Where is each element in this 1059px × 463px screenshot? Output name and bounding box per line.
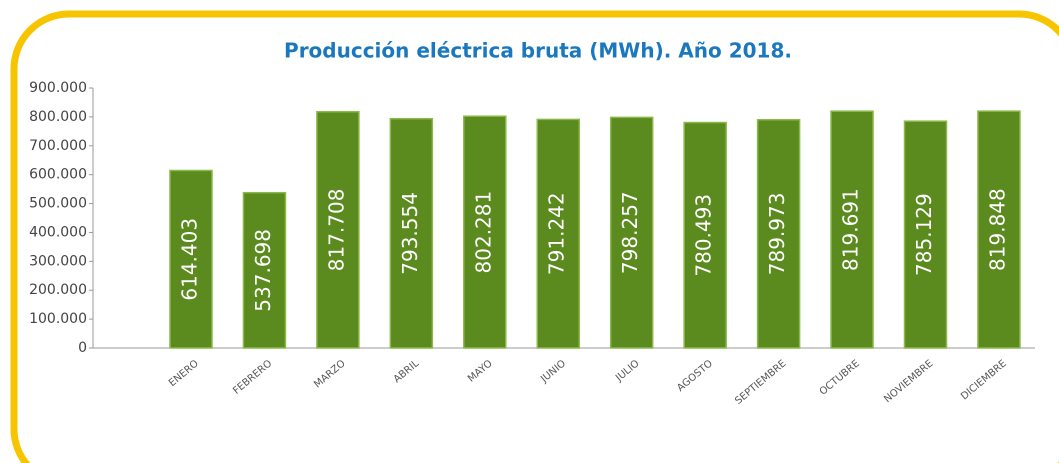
value-label: 817.708 (324, 189, 348, 272)
bar (683, 121, 727, 349)
value-label: 789.973 (765, 193, 789, 276)
value-label: 780.493 (692, 194, 716, 277)
value-label: 785.129 (912, 193, 936, 276)
bar (169, 169, 213, 349)
value-label: 819.691 (839, 188, 863, 271)
y-tick-label: 400.000 (29, 224, 87, 240)
bar (389, 118, 434, 349)
bar (463, 115, 507, 349)
y-tick-label: 200.000 (29, 282, 87, 298)
value-label: 819.848 (985, 188, 1009, 271)
value-label: 798.257 (618, 191, 642, 274)
y-tick-label: 500.000 (29, 196, 87, 212)
bar (903, 120, 948, 349)
bar (756, 119, 801, 349)
bar (242, 191, 287, 349)
y-tick-label: 800.000 (29, 109, 87, 125)
y-tick-label: 600.000 (29, 167, 87, 183)
value-label: 793.554 (398, 192, 422, 275)
y-tick-label: 300.000 (29, 253, 87, 269)
value-label: 791.242 (545, 192, 569, 275)
value-label: 537.698 (251, 229, 275, 312)
y-tick-label: 0 (78, 340, 87, 356)
value-label: 614.403 (178, 218, 202, 301)
bar (977, 110, 1021, 349)
y-tick-label: 100.000 (29, 311, 87, 327)
y-tick-label: 900.000 (29, 80, 87, 96)
bar (609, 116, 654, 349)
chart-title: Producción eléctrica bruta (MWh). Año 20… (284, 39, 792, 63)
bar (536, 118, 580, 349)
bar (830, 110, 874, 349)
y-tick-label: 700.000 (29, 138, 87, 154)
bar (316, 111, 360, 349)
value-label: 802.281 (471, 191, 495, 274)
